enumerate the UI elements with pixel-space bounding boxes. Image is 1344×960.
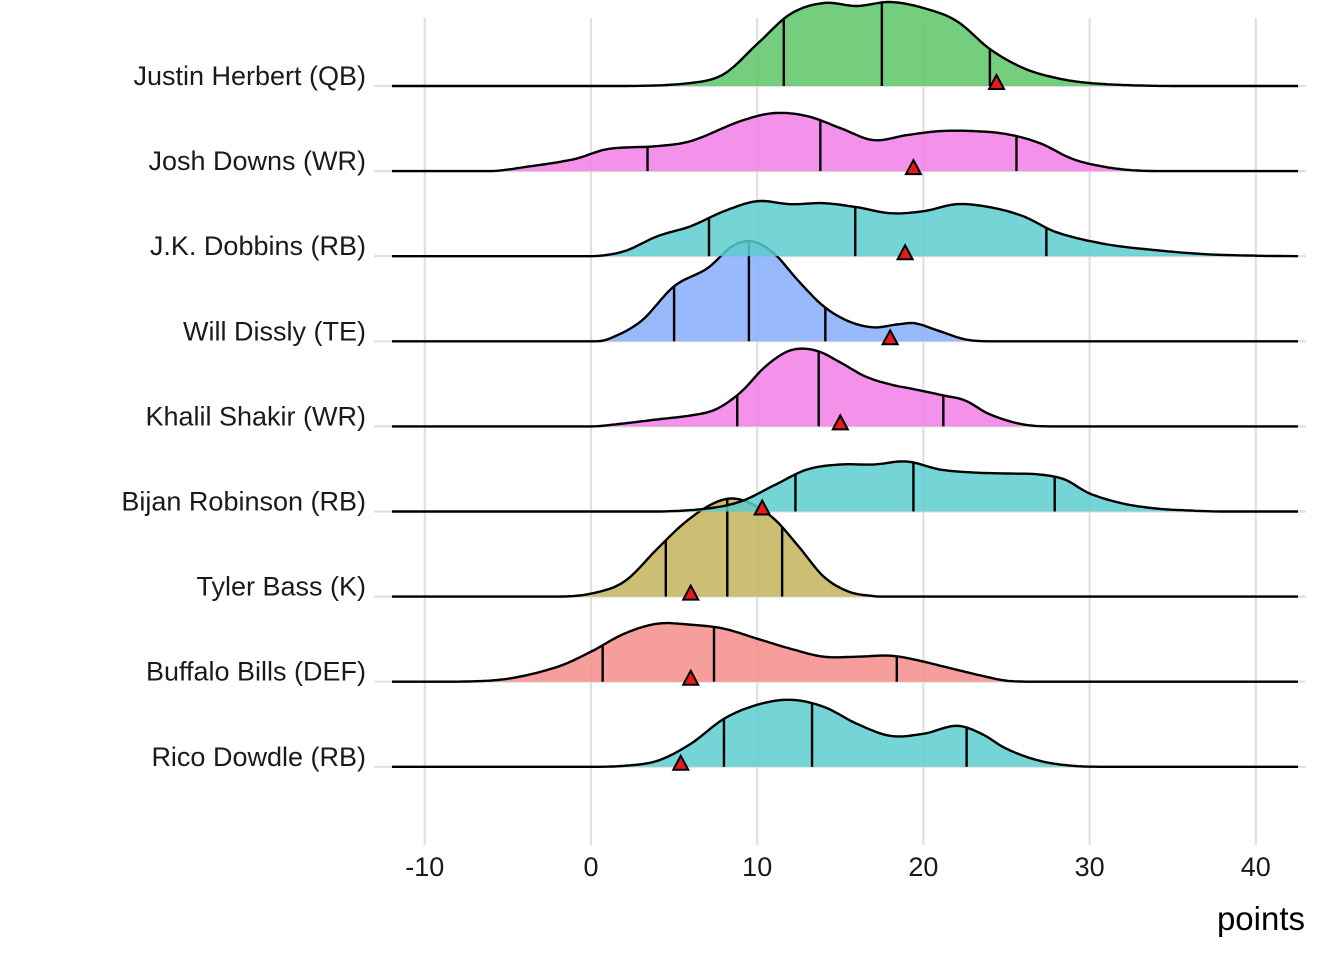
ridge-outline <box>392 111 1298 173</box>
ridge-7 <box>392 621 1298 686</box>
player-label: Will Dissly (TE) <box>183 316 366 346</box>
projection-marker <box>671 753 690 771</box>
ridge-1 <box>392 111 1298 176</box>
ridge-outline <box>392 621 1298 683</box>
ridge-2 <box>392 199 1298 261</box>
player-label: Rico Dowdle (RB) <box>151 742 366 772</box>
ridge-outline <box>392 0 1298 88</box>
projection-marker <box>880 328 900 346</box>
projection-marker <box>987 72 1006 90</box>
projection-marker <box>831 413 850 431</box>
ridge-4 <box>392 347 1298 431</box>
ridge-area <box>392 623 1298 682</box>
x-tick-label: -10 <box>405 852 444 882</box>
ridge-area <box>392 461 1298 512</box>
player-label: Justin Herbert (QB) <box>133 61 366 91</box>
ridge-area <box>392 699 1298 767</box>
ridge-outline <box>392 239 1298 343</box>
projection-marker <box>681 583 700 601</box>
ridge-outline <box>392 460 1298 513</box>
x-tick-label: 0 <box>583 852 598 882</box>
ridge-area <box>392 201 1298 257</box>
x-tick-label: 40 <box>1241 852 1271 882</box>
player-label: Bijan Robinson (RB) <box>121 487 366 517</box>
ridges <box>392 0 1298 771</box>
x-tick-label: 30 <box>1075 852 1105 882</box>
player-label: Tyler Bass (K) <box>196 572 366 602</box>
ridge-outline <box>392 347 1298 428</box>
x-tick-label: 20 <box>908 852 938 882</box>
ridge-area <box>392 498 1298 597</box>
ridge-3 <box>392 239 1298 346</box>
y-axis-labels: Rico Dowdle (RB) Buffalo Bills (DEF) Tyler… <box>121 61 366 772</box>
ridge-outline <box>392 698 1298 768</box>
ridge-outline <box>392 199 1298 258</box>
x-axis-title: points <box>1217 900 1305 937</box>
ridge-6 <box>392 497 1298 601</box>
projection-marker <box>895 243 915 261</box>
ridge-5 <box>392 460 1298 516</box>
ridge-0 <box>392 0 1298 90</box>
player-label: Josh Downs (WR) <box>148 146 366 176</box>
x-axis-ticks: -10 0 10 20 30 40 <box>405 852 1271 882</box>
player-label: J.K. Dobbins (RB) <box>150 231 366 261</box>
ridge-8 <box>392 698 1298 771</box>
ridge-area <box>392 241 1298 342</box>
ridge-area <box>392 2 1298 86</box>
player-label: Buffalo Bills (DEF) <box>146 657 366 687</box>
player-label: Khalil Shakir (WR) <box>145 401 366 431</box>
ridge-area <box>392 348 1298 427</box>
ridge-outline <box>392 497 1298 598</box>
ridge-area <box>392 112 1298 172</box>
projection-marker <box>681 668 700 686</box>
x-tick-label: 10 <box>742 852 772 882</box>
projection-marker <box>904 157 923 176</box>
projection-marker <box>753 498 772 516</box>
